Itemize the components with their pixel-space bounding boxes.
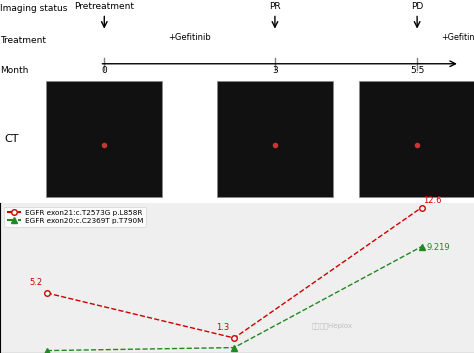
Text: 5.2: 5.2 xyxy=(29,278,42,287)
Bar xyxy=(217,82,333,197)
Text: 0: 0 xyxy=(101,66,107,75)
Text: PD: PD xyxy=(411,1,423,11)
Text: Treatment: Treatment xyxy=(0,36,46,45)
Text: +Gefitinib: +Gefitinib xyxy=(168,33,211,42)
Text: 9.219: 9.219 xyxy=(427,243,450,252)
Text: CT: CT xyxy=(5,134,19,144)
Text: 海普洛斯Heplox: 海普洛斯Heplox xyxy=(311,323,352,329)
Legend: EGFR exon21:c.T2573G p.L858R, EGFR exon20:c.C2369T p.T790M: EGFR exon21:c.T2573G p.L858R, EGFR exon2… xyxy=(4,207,146,227)
Bar xyxy=(46,82,162,197)
Text: 1.3: 1.3 xyxy=(216,323,229,332)
Text: 12.6: 12.6 xyxy=(424,196,442,205)
Text: Stage: Stage xyxy=(0,205,28,216)
Text: 3: 3 xyxy=(272,66,278,75)
Text: PR: PR xyxy=(269,1,281,11)
Text: Stage IV (T4N3M1b): Stage IV (T4N3M1b) xyxy=(62,205,152,215)
Text: +Gefitinib+ALIMTA: +Gefitinib+ALIMTA xyxy=(441,33,474,42)
Text: 5.5: 5.5 xyxy=(410,66,424,75)
Text: Imaging status: Imaging status xyxy=(0,4,67,13)
Bar xyxy=(359,82,474,197)
Text: Pretreatment: Pretreatment xyxy=(74,1,134,11)
Text: Month: Month xyxy=(0,66,28,75)
